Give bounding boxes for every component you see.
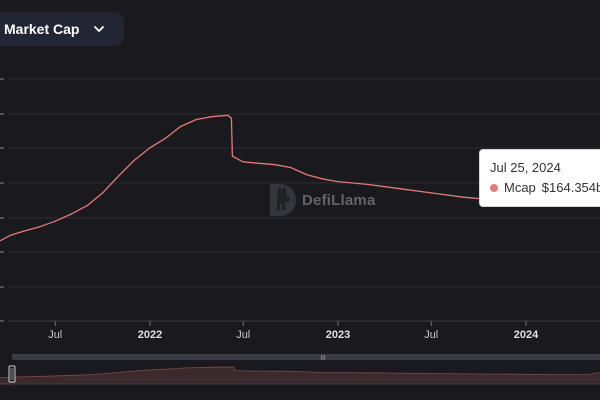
data-point xyxy=(430,192,432,194)
range-navigator[interactable]: ||| xyxy=(0,354,600,385)
x-tick-label: 2024 xyxy=(514,329,539,341)
tooltip-series-row: Mcap $164.354b xyxy=(490,180,600,195)
data-point xyxy=(179,126,181,128)
series-layer xyxy=(0,114,600,242)
x-tick-label: Jul xyxy=(236,329,250,341)
data-point xyxy=(102,192,104,194)
data-point xyxy=(118,175,120,177)
grid-lines xyxy=(8,78,600,322)
data-point xyxy=(321,178,323,180)
chevron-down-icon xyxy=(94,26,105,32)
data-point xyxy=(231,155,233,157)
data-point xyxy=(70,213,72,215)
metric-selector-button[interactable]: Market Cap xyxy=(0,12,124,46)
watermark-text: DefiLlama xyxy=(302,191,376,209)
llama-logo-icon xyxy=(270,184,296,216)
data-point xyxy=(230,117,232,119)
data-point xyxy=(211,116,213,118)
data-point xyxy=(149,147,151,149)
data-point xyxy=(165,137,167,139)
navigator-scrollbar xyxy=(12,354,600,360)
data-point xyxy=(54,220,56,222)
data-point xyxy=(23,230,25,232)
data-point xyxy=(258,162,260,164)
data-point xyxy=(86,205,88,207)
data-point xyxy=(399,188,401,190)
navigator-left-handle xyxy=(8,365,16,383)
metric-selector-label: Market Cap xyxy=(4,21,80,37)
data-point xyxy=(133,159,135,162)
data-point xyxy=(274,164,276,166)
navigator-grip-icon: ||| xyxy=(321,355,325,361)
series-color-dot xyxy=(490,183,498,192)
data-point xyxy=(39,226,41,228)
data-point xyxy=(227,114,229,116)
data-point xyxy=(242,161,244,163)
tooltip-series-name: Mcap xyxy=(504,180,536,195)
x-tick-label: 2022 xyxy=(138,329,162,341)
series-line-mcap xyxy=(0,114,600,242)
watermark: DefiLlama xyxy=(266,182,376,218)
x-tick-label: Jul xyxy=(424,329,438,341)
x-tick-label: Jul xyxy=(48,329,62,341)
tooltip-date: Jul 25, 2024 xyxy=(490,160,561,175)
navigator-area xyxy=(0,366,600,385)
data-tooltip: Jul 25, 2024 Mcap $164.354b xyxy=(479,149,600,207)
data-point xyxy=(195,118,197,121)
data-point xyxy=(306,174,308,176)
x-axis: Jul 2022 Jul 2023 Jul 2024 xyxy=(8,320,600,341)
data-point xyxy=(337,181,339,183)
y-axis-ticks xyxy=(0,78,4,322)
data-point xyxy=(367,183,369,186)
data-point xyxy=(462,196,464,198)
tooltip-value: $164.354b xyxy=(541,180,600,195)
data-point xyxy=(9,234,11,236)
data-point xyxy=(290,166,292,169)
x-tick-label: 2023 xyxy=(326,329,350,341)
